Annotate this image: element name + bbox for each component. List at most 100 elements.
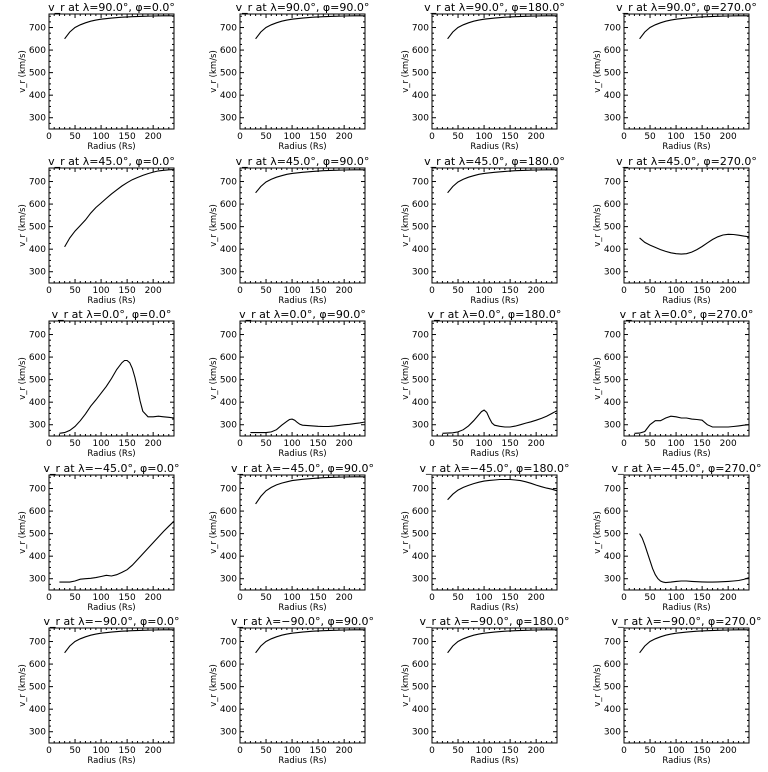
y-tick-label: 600 bbox=[29, 507, 46, 517]
y-axis-label: v_r (km/s) bbox=[18, 50, 28, 93]
x-axis-label: Radius (Rs) bbox=[87, 296, 135, 306]
series-line bbox=[255, 629, 365, 654]
subplot-title: v_r at λ=45.0°, φ=90.0° bbox=[236, 155, 370, 168]
x-tick-label: 200 bbox=[145, 593, 162, 603]
x-tick-label: 100 bbox=[475, 286, 492, 296]
subplot-4: v_r at λ=90.0°, φ=270.0° 0 50 100 150 200 300 4… bbox=[593, 1, 757, 152]
subplot-11: v_r at λ=0.0°, φ=180.0° 0 50 100 150 200 300 40… bbox=[401, 308, 561, 459]
subplot-title: v_r at λ=90.0°, φ=90.0° bbox=[236, 1, 370, 14]
x-tick-label: 150 bbox=[502, 746, 519, 756]
y-tick-label: 700 bbox=[29, 485, 46, 495]
plot-frame bbox=[431, 474, 558, 591]
x-tick-label: 0 bbox=[621, 593, 627, 603]
series-line bbox=[59, 520, 175, 583]
y-tick-label: 400 bbox=[412, 552, 429, 562]
y-tick-label: 500 bbox=[220, 683, 237, 693]
series-line bbox=[447, 15, 557, 40]
x-tick-label: 200 bbox=[528, 286, 545, 296]
y-tick-label: 600 bbox=[604, 660, 621, 670]
y-tick-label: 400 bbox=[220, 705, 237, 715]
y-tick-label: 300 bbox=[220, 268, 237, 278]
x-tick-label: 200 bbox=[720, 286, 737, 296]
series-line bbox=[64, 629, 174, 654]
plot-frame bbox=[239, 474, 366, 591]
x-axis-label: Radius (Rs) bbox=[278, 449, 326, 459]
x-tick-label: 150 bbox=[694, 746, 711, 756]
y-tick-label: 500 bbox=[604, 376, 621, 386]
y-tick-label: 400 bbox=[604, 398, 621, 408]
y-tick-label: 700 bbox=[412, 178, 429, 188]
y-tick-label: 700 bbox=[220, 638, 237, 648]
subplot-title: v_r at λ=−45.0°, φ=90.0° bbox=[231, 462, 374, 475]
y-tick-label: 400 bbox=[220, 245, 237, 255]
x-tick-label: 50 bbox=[69, 286, 81, 296]
x-axis-label: Radius (Rs) bbox=[662, 449, 710, 459]
plot-frame bbox=[623, 167, 750, 284]
y-tick-label: 600 bbox=[412, 660, 429, 670]
series-line bbox=[447, 169, 557, 194]
y-tick-label: 500 bbox=[220, 530, 237, 540]
plot-frame bbox=[431, 13, 558, 130]
x-tick-label: 200 bbox=[528, 132, 545, 142]
x-tick-label: 0 bbox=[429, 746, 435, 756]
subplot-title: v_r at λ=0.0°, φ=0.0° bbox=[52, 308, 172, 321]
x-tick-label: 150 bbox=[502, 439, 519, 449]
x-axis-label: Radius (Rs) bbox=[662, 142, 710, 152]
x-axis-label: Radius (Rs) bbox=[278, 296, 326, 306]
y-tick-label: 700 bbox=[29, 638, 46, 648]
x-tick-label: 50 bbox=[260, 132, 272, 142]
subplot-title: v_r at λ=−90.0°, φ=90.0° bbox=[231, 615, 374, 628]
series-line bbox=[255, 476, 365, 505]
y-tick-label: 500 bbox=[220, 69, 237, 79]
subplot-title: v_r at λ=−45.0°, φ=270.0° bbox=[612, 462, 762, 475]
x-tick-label: 150 bbox=[119, 132, 136, 142]
x-tick-label: 150 bbox=[310, 746, 327, 756]
subplot-title: v_r at λ=−45.0°, φ=0.0° bbox=[44, 462, 180, 475]
y-tick-label: 700 bbox=[604, 638, 621, 648]
y-tick-label: 500 bbox=[29, 69, 46, 79]
x-tick-label: 150 bbox=[502, 593, 519, 603]
x-tick-label: 0 bbox=[237, 593, 243, 603]
x-tick-label: 100 bbox=[283, 593, 300, 603]
y-tick-label: 300 bbox=[29, 421, 46, 431]
subplot-8: v_r at λ=45.0°, φ=270.0° 0 50 100 150 200 300 4… bbox=[593, 155, 757, 306]
y-tick-label: 700 bbox=[412, 485, 429, 495]
subplot-title: v_r at λ=0.0°, φ=180.0° bbox=[428, 308, 562, 321]
x-axis-label: Radius (Rs) bbox=[87, 142, 135, 152]
y-tick-label: 600 bbox=[412, 353, 429, 363]
y-tick-label: 500 bbox=[29, 223, 46, 233]
y-tick-label: 500 bbox=[412, 69, 429, 79]
x-tick-label: 200 bbox=[720, 439, 737, 449]
x-tick-label: 0 bbox=[621, 286, 627, 296]
y-tick-label: 300 bbox=[604, 421, 621, 431]
y-axis-label: v_r (km/s) bbox=[593, 204, 603, 247]
x-tick-label: 50 bbox=[452, 593, 464, 603]
y-tick-label: 700 bbox=[604, 485, 621, 495]
y-tick-label: 600 bbox=[220, 507, 237, 517]
x-tick-label: 150 bbox=[694, 439, 711, 449]
subplot-7: v_r at λ=45.0°, φ=180.0° 0 50 100 150 200 300 4… bbox=[401, 155, 565, 306]
y-tick-label: 600 bbox=[412, 200, 429, 210]
x-tick-label: 50 bbox=[69, 439, 81, 449]
x-tick-label: 200 bbox=[336, 746, 353, 756]
x-tick-label: 50 bbox=[644, 439, 656, 449]
y-tick-label: 300 bbox=[412, 575, 429, 585]
x-tick-label: 150 bbox=[119, 746, 136, 756]
subplot-3: v_r at λ=90.0°, φ=180.0° 0 50 100 150 200 300 4… bbox=[401, 1, 565, 152]
subplot-20: v_r at λ=−90.0°, φ=270.0° 0 50 100 150 200 300… bbox=[593, 615, 761, 766]
x-tick-label: 50 bbox=[452, 132, 464, 142]
x-tick-label: 100 bbox=[283, 132, 300, 142]
y-tick-label: 500 bbox=[412, 223, 429, 233]
y-tick-label: 700 bbox=[29, 24, 46, 34]
plot-frame bbox=[48, 13, 175, 130]
y-tick-label: 300 bbox=[412, 728, 429, 738]
x-axis-label: Radius (Rs) bbox=[278, 756, 326, 766]
y-axis-label: v_r (km/s) bbox=[18, 511, 28, 554]
x-tick-label: 50 bbox=[644, 746, 656, 756]
y-tick-label: 300 bbox=[604, 575, 621, 585]
y-tick-label: 400 bbox=[220, 552, 237, 562]
series-line bbox=[64, 169, 175, 248]
x-tick-label: 150 bbox=[502, 132, 519, 142]
x-tick-label: 50 bbox=[452, 286, 464, 296]
y-tick-label: 600 bbox=[29, 46, 46, 56]
